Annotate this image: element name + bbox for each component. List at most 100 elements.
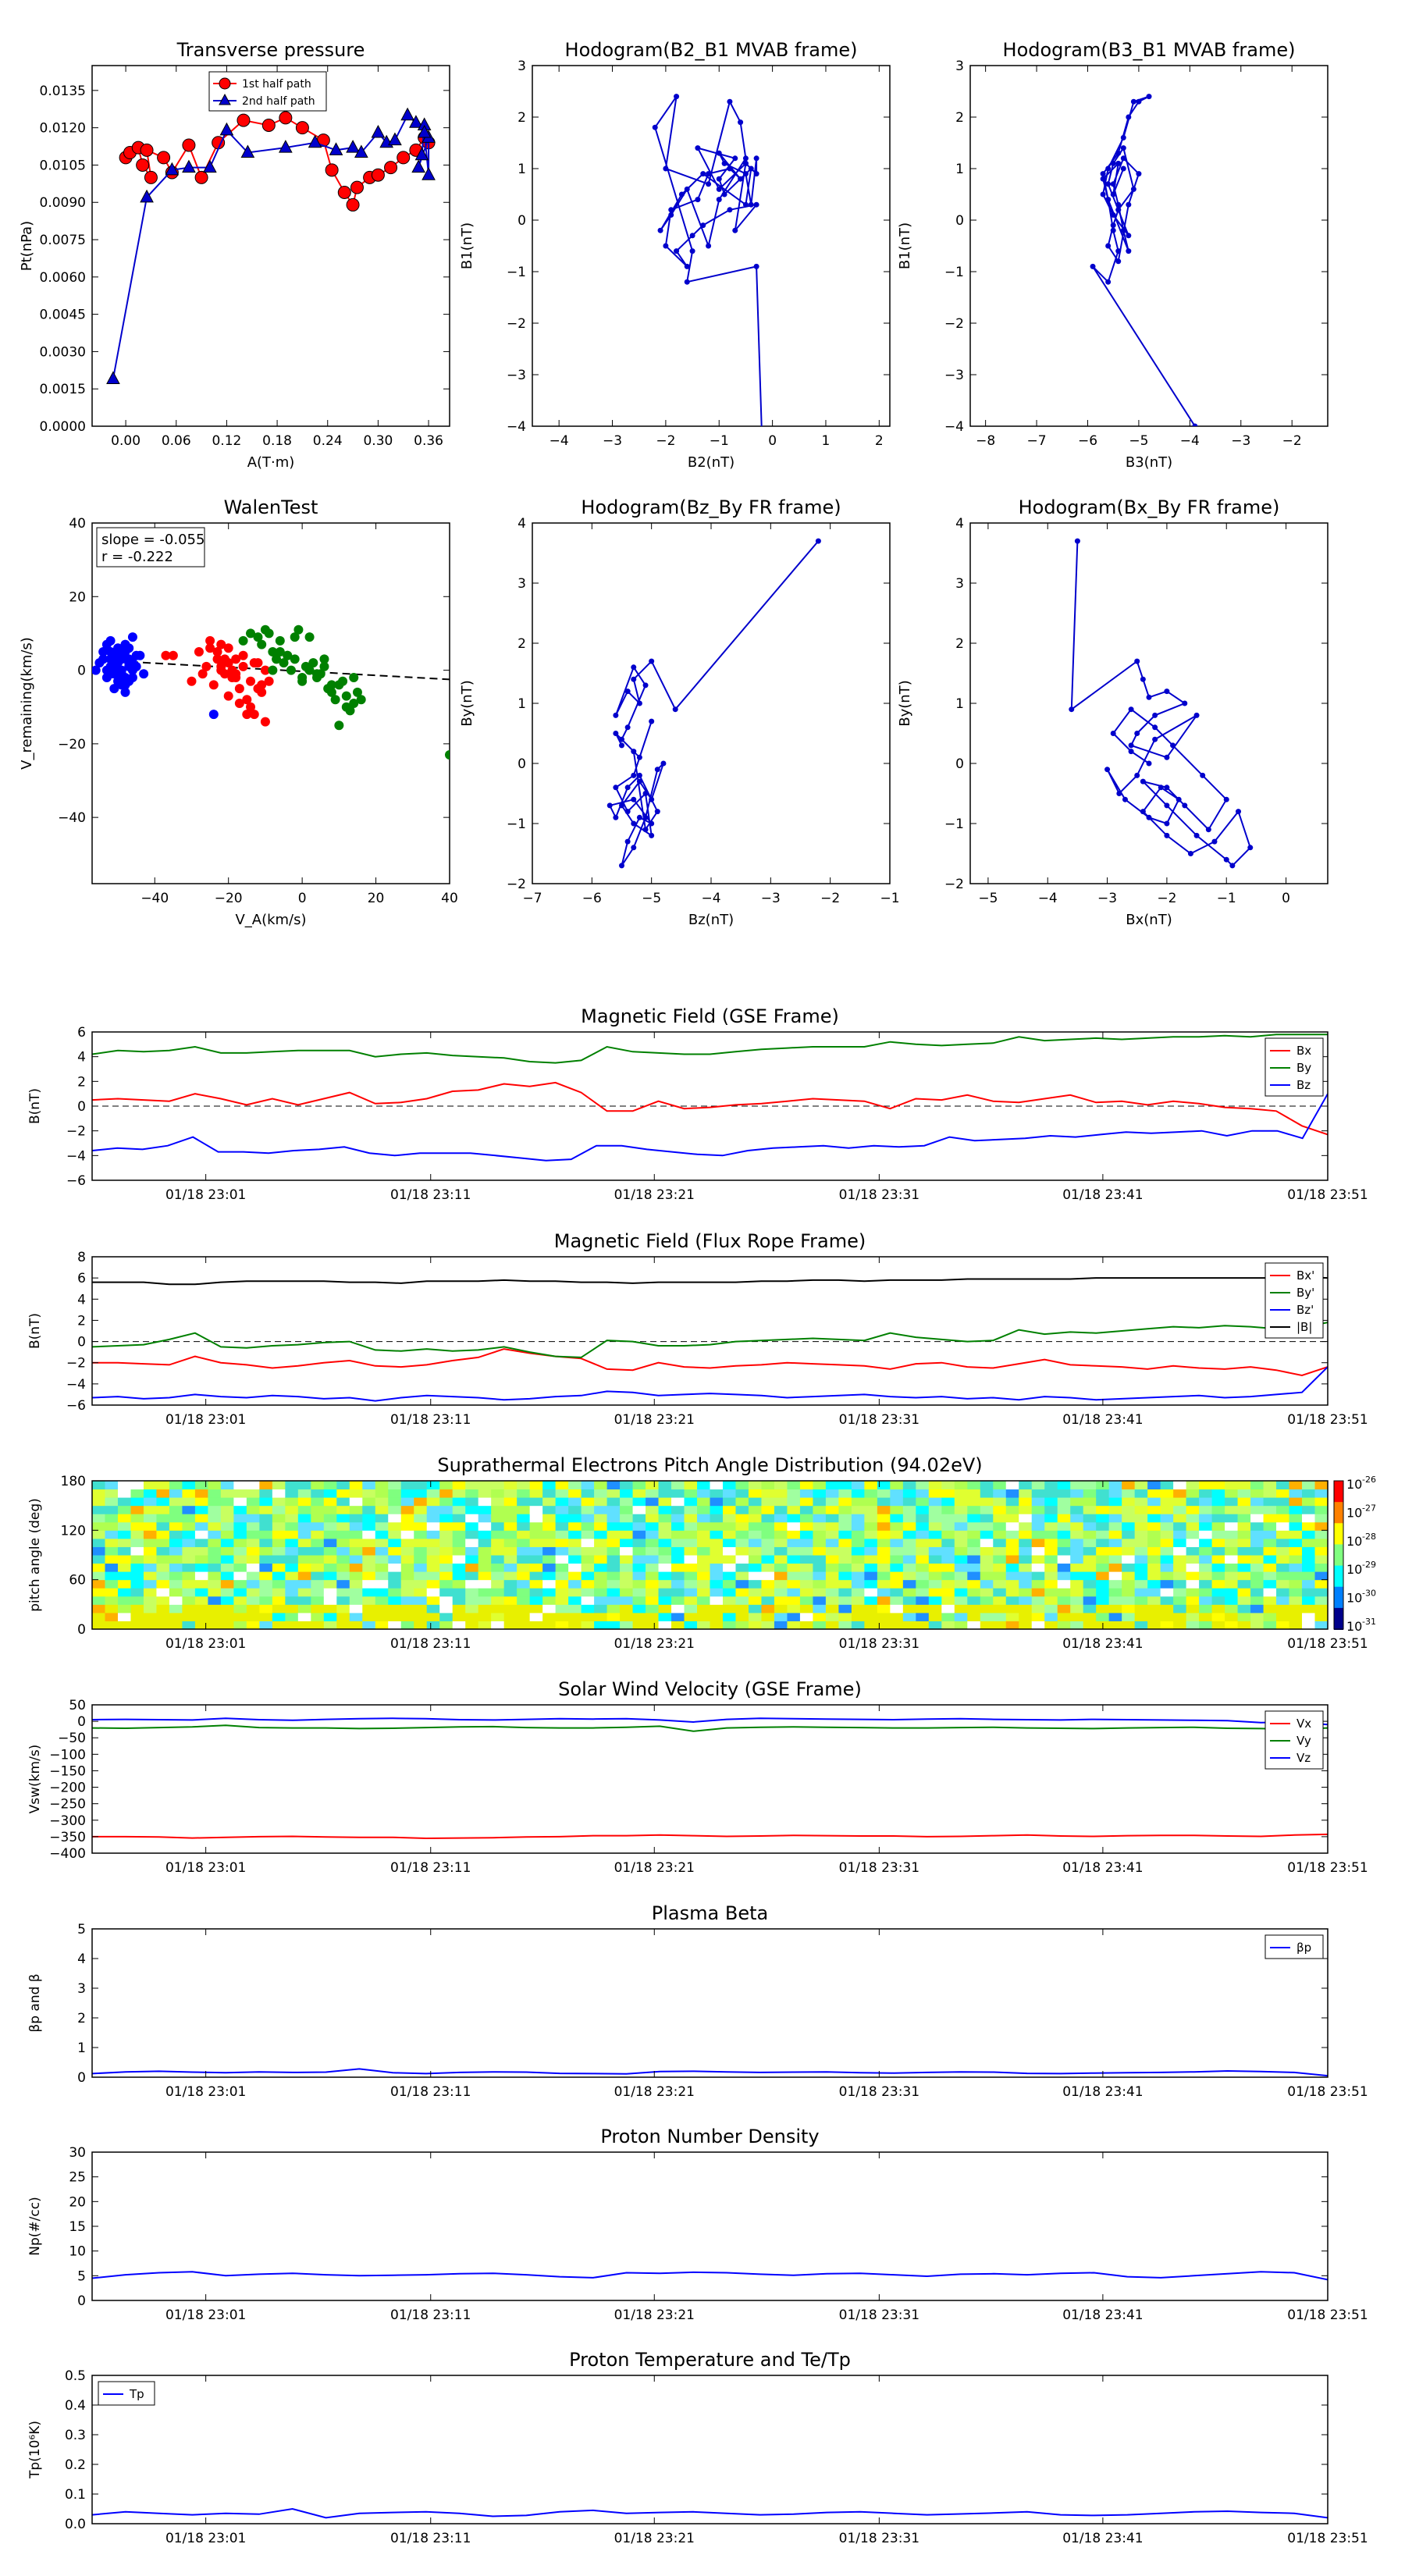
y-tick-label: 0.0 — [65, 2517, 86, 2532]
data-point — [1110, 160, 1116, 166]
heatmap-cell — [902, 1530, 916, 1539]
heatmap-cell — [1237, 1563, 1251, 1572]
plot-frame — [969, 65, 1329, 427]
heatmap-cell — [799, 1530, 813, 1539]
heatmap-cell — [813, 1604, 827, 1614]
heatmap-cell — [1083, 1621, 1097, 1629]
heatmap-cell — [1122, 1612, 1136, 1621]
heatmap-cell — [169, 1497, 183, 1507]
heatmap-cell — [246, 1596, 260, 1605]
heatmap-cell — [182, 1579, 196, 1589]
x-tick-label: 20 — [368, 891, 385, 906]
data-point — [295, 121, 309, 135]
heatmap-cell — [336, 1514, 350, 1523]
heatmap-cell — [1019, 1497, 1033, 1507]
data-point — [649, 718, 655, 724]
heatmap-cell — [941, 1588, 955, 1597]
heatmap-cell — [1005, 1514, 1019, 1523]
heatmap-cell — [246, 1612, 260, 1621]
heatmap-cell — [439, 1489, 454, 1498]
heatmap-cell — [478, 1538, 492, 1547]
heatmap-cell — [208, 1604, 222, 1614]
y-tick-label: −150 — [49, 1763, 86, 1779]
heatmap-cell — [710, 1604, 724, 1614]
data-point — [1136, 98, 1142, 105]
heatmap-cell — [439, 1521, 454, 1531]
heatmap-cell — [414, 1514, 428, 1523]
heatmap-cell — [710, 1546, 724, 1556]
heatmap-cell — [478, 1579, 492, 1589]
heatmap-cell — [1147, 1489, 1161, 1498]
heatmap-cell — [1147, 1604, 1161, 1614]
heatmap-cell — [632, 1497, 646, 1507]
heatmap-cell — [117, 1530, 131, 1539]
data-point — [337, 185, 351, 199]
heatmap-cell — [362, 1555, 376, 1564]
heatmap-cell — [1276, 1612, 1290, 1621]
heatmap-cell — [194, 1505, 208, 1514]
x-tick-label: 01/18 23:11 — [390, 2531, 471, 2546]
heatmap-cell — [646, 1481, 660, 1490]
heatmap-cell — [671, 1546, 685, 1556]
heatmap-cell — [1147, 1505, 1161, 1514]
heatmap-cell — [787, 1514, 801, 1523]
heatmap-cell — [297, 1481, 311, 1490]
heatmap-cell — [465, 1612, 479, 1621]
y-axis-label: B(nT) — [27, 1313, 43, 1349]
heatmap-cell — [1276, 1579, 1290, 1589]
data-point — [636, 754, 642, 760]
heatmap-cell — [1108, 1489, 1122, 1498]
heatmap-cell — [761, 1489, 775, 1498]
heatmap-cell — [902, 1546, 916, 1556]
heatmap-cell — [774, 1530, 788, 1539]
heatmap-cell — [748, 1579, 762, 1589]
heatmap-cell — [1019, 1521, 1033, 1531]
heatmap-cell — [1005, 1497, 1019, 1507]
heatmap-cell — [452, 1521, 466, 1531]
y-tick-label: −6 — [66, 1173, 86, 1189]
heatmap-cell — [761, 1555, 775, 1564]
heatmap-cell — [220, 1530, 234, 1539]
data-point — [636, 778, 642, 785]
heatmap-cell — [117, 1588, 131, 1597]
heatmap-cell — [208, 1521, 222, 1531]
heatmap-cell — [684, 1555, 698, 1564]
data-point — [249, 710, 259, 720]
heatmap-cell — [1160, 1505, 1174, 1514]
y-tick-label: 120 — [61, 1523, 86, 1539]
data-point — [216, 639, 226, 649]
data-point — [624, 785, 631, 791]
heatmap-cell — [1070, 1571, 1084, 1581]
heatmap-cell — [954, 1563, 968, 1572]
heatmap-cell — [838, 1579, 852, 1589]
heatmap-cell — [297, 1604, 311, 1614]
heatmap-cell — [1173, 1514, 1187, 1523]
heatmap-cell — [208, 1579, 222, 1589]
heatmap-cell — [606, 1489, 621, 1498]
heatmap-cell — [208, 1538, 222, 1547]
data-point — [1164, 820, 1170, 827]
heatmap-cell — [336, 1481, 350, 1490]
heatmap-cell — [92, 1530, 105, 1539]
heatmap-cell — [606, 1546, 621, 1556]
heatmap-cell — [220, 1521, 234, 1531]
heatmap-cell — [748, 1563, 762, 1572]
y-tick-label: 0 — [955, 213, 964, 229]
data-point — [753, 201, 759, 208]
x-tick-label: −6 — [582, 891, 602, 906]
heatmap-cell — [130, 1563, 144, 1572]
heatmap-cell — [1019, 1612, 1033, 1621]
heatmap-cell — [503, 1546, 518, 1556]
heatmap-cell — [105, 1563, 119, 1572]
heatmap-cell — [259, 1596, 273, 1605]
heatmap-cell — [1173, 1521, 1187, 1531]
heatmap-cell — [452, 1563, 466, 1572]
chart-title: Transverse pressure — [176, 39, 365, 61]
heatmap-cell — [1057, 1596, 1071, 1605]
data-point — [1069, 706, 1075, 713]
x-tick-label: −4 — [550, 433, 569, 449]
heatmap-cell — [722, 1621, 736, 1629]
heatmap-cell — [426, 1505, 440, 1514]
heatmap-cell — [233, 1563, 247, 1572]
heatmap-cell — [130, 1505, 144, 1514]
